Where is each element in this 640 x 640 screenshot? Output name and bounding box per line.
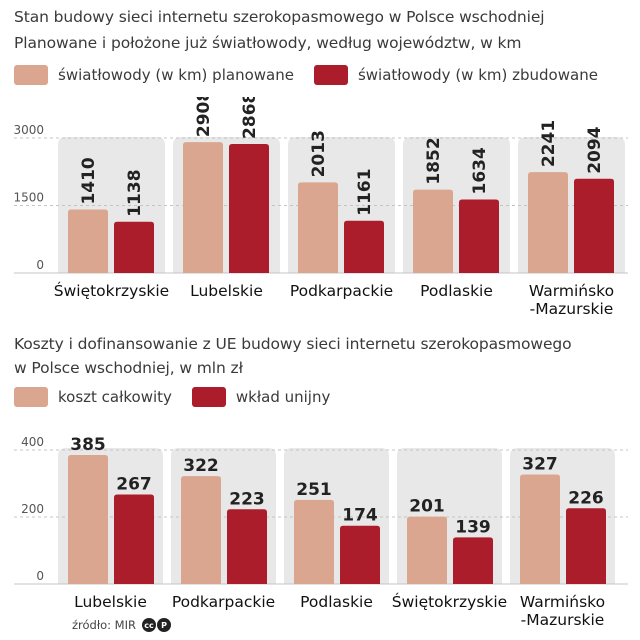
chart1-ytick-label: 3000 <box>13 123 44 137</box>
chart2-subtitle: w Polsce wschodniej, w mln zł <box>14 359 243 377</box>
chart1-legend: światłowody (w km) planowane światłowody… <box>14 64 618 86</box>
chart1-bar-a <box>298 182 338 273</box>
chart1-legend-swatch-planned <box>14 65 48 85</box>
chart2-value-label: 174 <box>342 506 378 526</box>
chart2-legend-item-eu: wkład unijny <box>191 387 331 407</box>
chart2-title: Koszty i dofinansowanie z UE budowy siec… <box>14 335 572 353</box>
chart1-bar-a <box>68 209 108 273</box>
chart2-bar-a <box>520 474 560 584</box>
chart2-value-label: 251 <box>296 480 332 500</box>
chart1-legend-item-built: światłowody (w km) zbudowane <box>313 65 598 85</box>
chart1-legend-label-built: światłowody (w km) zbudowane <box>357 66 598 84</box>
chart1-plot: 0 1500 3000 1410 1138 Świętokrzyskie 2908 2868 L… <box>13 97 628 318</box>
chart2-legend-item-total: koszt całkowity <box>14 387 172 407</box>
chart2-legend-swatch-eu <box>191 387 226 407</box>
chart1-value-label: 1138 <box>125 169 145 216</box>
source-text: źródło: MIR <box>72 618 136 632</box>
chart1-value-label: 2241 <box>539 120 559 167</box>
chart1-category-label: Świętokrzyskie <box>54 281 169 300</box>
chart2-value-label: 201 <box>409 497 445 517</box>
chart2-bar-a <box>294 499 334 584</box>
chart1-title: Stan budowy sieci internetu szerokopasmo… <box>14 8 545 26</box>
chart1-bar-b <box>114 221 154 273</box>
chart2-bar-b <box>566 508 606 584</box>
chart2-legend: koszt całkowity wkład unijny <box>14 386 350 408</box>
chart1-bar-b <box>229 143 269 273</box>
chart1-bar-b <box>344 220 384 273</box>
chart2-category-label: Podkarpackie <box>172 593 275 611</box>
chart2-ytick-label: 0 <box>36 569 44 583</box>
chart2-value-label: 226 <box>568 488 604 508</box>
chart1-bar-b <box>574 178 614 273</box>
chart2-value-label: 385 <box>70 435 106 455</box>
chart2-bar-a <box>68 455 108 584</box>
chart2-category-label: -Mazurskie <box>521 611 605 629</box>
chart1-bar-a <box>528 172 568 273</box>
source-note: źródło: MIR cc P <box>72 618 172 632</box>
chart2-plot: 0 200 400 385 267 Lubelskie 322 223 Podkarpackie… <box>14 435 628 629</box>
chart1-subtitle: Planowane i położone już światłowody, we… <box>14 34 522 52</box>
chart2-legend-swatch-total <box>14 387 48 407</box>
chart1-value-label: 2013 <box>309 130 329 177</box>
chart2-category-label: Podlaskie <box>300 593 373 611</box>
chart1-value-label: 1634 <box>470 147 490 194</box>
chart1-value-label: 1852 <box>424 137 444 184</box>
chart2-legend-label-total: koszt całkowity <box>58 388 172 406</box>
chart1-legend-item-planned: światłowody (w km) planowane <box>14 65 294 85</box>
chart1-ytick-label: 1500 <box>13 191 44 205</box>
chart2-bar-b <box>340 525 380 584</box>
chart2-category-label: Warmińsko <box>520 593 605 611</box>
chart2-legend-label-eu: wkład unijny <box>235 388 331 406</box>
chart1-value-label: 2094 <box>585 126 605 173</box>
chart2-bar-a <box>181 476 221 584</box>
chart2-value-label: 267 <box>116 475 152 495</box>
chart2-bar-a <box>407 516 447 584</box>
cc-by-icon: cc P <box>142 618 172 632</box>
chart1-ytick-label: 0 <box>36 258 44 272</box>
chart2-ytick-label: 200 <box>21 502 44 516</box>
chart2-category-label: Lubelskie <box>74 593 147 611</box>
chart2-bar-b <box>227 509 267 584</box>
chart1-category-label: Warmińsko <box>529 282 614 300</box>
chart1-value-label: 1161 <box>355 168 375 215</box>
chart1-value-label: 1410 <box>79 157 99 204</box>
chart2-bar-b <box>114 494 154 584</box>
chart2-category-label: Świętokrzyskie <box>392 592 507 611</box>
chart1-value-label: 2908 <box>194 97 214 137</box>
chart1-category-label: -Mazurskie <box>530 300 614 318</box>
chart1-bar-b <box>459 199 499 273</box>
chart2-value-label: 327 <box>522 454 558 474</box>
chart1-category-label: Podlaskie <box>420 282 493 300</box>
chart1-category-label: Lubelskie <box>190 282 263 300</box>
chart1-bar-a <box>183 142 223 273</box>
chart2-bar-b <box>453 537 493 584</box>
chart1-category-label: Podkarpackie <box>290 282 393 300</box>
chart1-bar-a <box>413 189 453 273</box>
chart2-value-label: 223 <box>229 489 265 509</box>
chart2-value-label: 139 <box>455 517 491 537</box>
chart2-value-label: 322 <box>183 456 219 476</box>
chart1-legend-label-planned: światłowody (w km) planowane <box>58 66 294 84</box>
chart2-ytick-label: 400 <box>21 435 44 449</box>
chart1-value-label: 2868 <box>240 97 260 139</box>
chart1-legend-swatch-built <box>313 65 348 85</box>
